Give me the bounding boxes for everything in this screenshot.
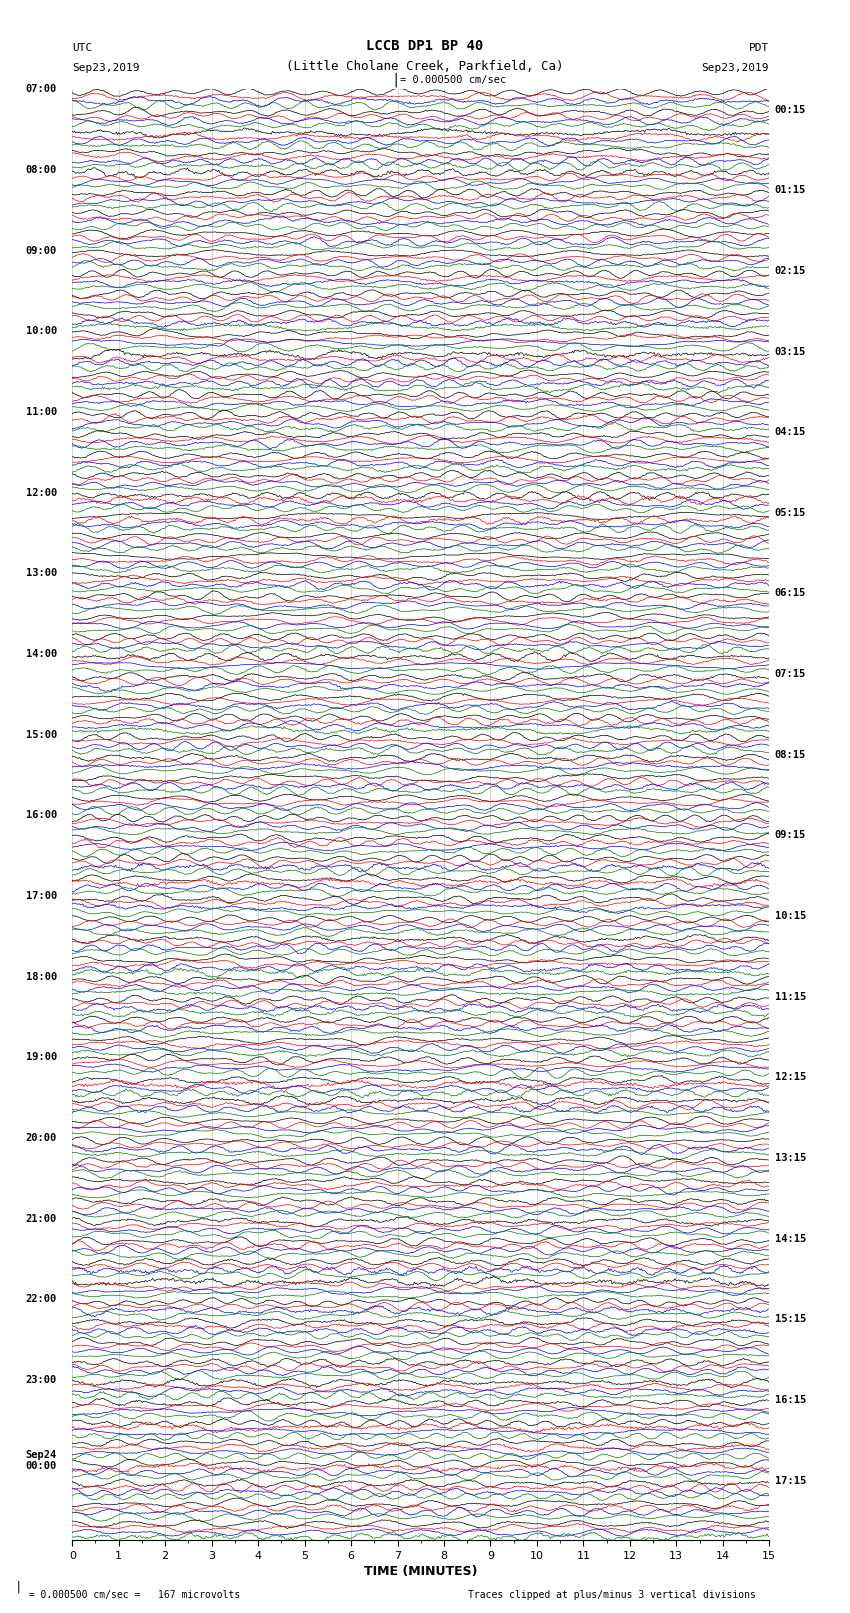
Text: 01:15: 01:15	[775, 185, 806, 195]
Text: 06:15: 06:15	[775, 589, 806, 598]
Text: Traces clipped at plus/minus 3 vertical divisions: Traces clipped at plus/minus 3 vertical …	[468, 1590, 756, 1600]
Text: 11:00: 11:00	[26, 406, 57, 418]
Text: = 0.000500 cm/sec: = 0.000500 cm/sec	[400, 76, 506, 85]
Text: 09:15: 09:15	[775, 831, 806, 840]
Text: 00:15: 00:15	[775, 105, 806, 115]
Text: 03:15: 03:15	[775, 347, 806, 356]
Text: Sep24
00:00: Sep24 00:00	[26, 1450, 57, 1471]
Text: 05:15: 05:15	[775, 508, 806, 518]
Text: 17:00: 17:00	[26, 890, 57, 902]
Text: Sep23,2019: Sep23,2019	[72, 63, 139, 73]
X-axis label: TIME (MINUTES): TIME (MINUTES)	[364, 1565, 478, 1578]
Text: 04:15: 04:15	[775, 427, 806, 437]
Text: 14:00: 14:00	[26, 648, 57, 660]
Text: UTC: UTC	[72, 44, 93, 53]
Text: 13:15: 13:15	[775, 1153, 806, 1163]
Text: 18:00: 18:00	[26, 971, 57, 982]
Text: 19:00: 19:00	[26, 1052, 57, 1063]
Text: 10:00: 10:00	[26, 326, 57, 337]
Text: 16:15: 16:15	[775, 1395, 806, 1405]
Text: 14:15: 14:15	[775, 1234, 806, 1244]
Text: |: |	[391, 73, 399, 87]
Text: 02:15: 02:15	[775, 266, 806, 276]
Text: 21:00: 21:00	[26, 1213, 57, 1224]
Text: 07:15: 07:15	[775, 669, 806, 679]
Text: 13:00: 13:00	[26, 568, 57, 579]
Text: 15:00: 15:00	[26, 729, 57, 740]
Text: PDT: PDT	[749, 44, 769, 53]
Text: |: |	[14, 1581, 22, 1594]
Text: (Little Cholane Creek, Parkfield, Ca): (Little Cholane Creek, Parkfield, Ca)	[286, 60, 564, 73]
Text: 17:15: 17:15	[775, 1476, 806, 1486]
Text: 15:15: 15:15	[775, 1315, 806, 1324]
Text: 07:00: 07:00	[26, 84, 57, 95]
Text: 08:00: 08:00	[26, 165, 57, 176]
Text: 08:15: 08:15	[775, 750, 806, 760]
Text: 12:00: 12:00	[26, 487, 57, 498]
Text: LCCB DP1 BP 40: LCCB DP1 BP 40	[366, 39, 484, 53]
Text: 12:15: 12:15	[775, 1073, 806, 1082]
Text: 10:15: 10:15	[775, 911, 806, 921]
Text: = 0.000500 cm/sec =   167 microvolts: = 0.000500 cm/sec = 167 microvolts	[17, 1590, 241, 1600]
Text: 22:00: 22:00	[26, 1294, 57, 1305]
Text: 16:00: 16:00	[26, 810, 57, 821]
Text: 20:00: 20:00	[26, 1132, 57, 1144]
Text: 09:00: 09:00	[26, 245, 57, 256]
Text: Sep23,2019: Sep23,2019	[702, 63, 769, 73]
Text: 11:15: 11:15	[775, 992, 806, 1002]
Text: 23:00: 23:00	[26, 1374, 57, 1386]
